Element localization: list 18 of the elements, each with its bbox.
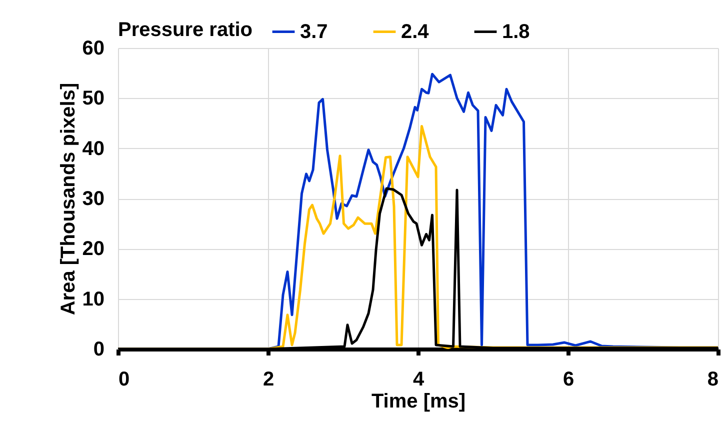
legend-title: Pressure ratio (118, 19, 253, 41)
y-tick-label: 40 (82, 138, 104, 160)
y-tick-label: 60 (82, 38, 104, 60)
x-axis-title: Time [ms] (371, 390, 466, 412)
x-tick-label: 4 (412, 368, 425, 390)
y-tick-label: 10 (82, 288, 104, 310)
x-tick-label: 8 (707, 368, 718, 390)
legend-label: 2.4 (401, 20, 430, 43)
y-tick-label: 0 (93, 338, 104, 360)
y-axis-title: Area [Thousands pixels] (57, 82, 80, 316)
legend-label: 1.8 (502, 20, 530, 43)
y-tick-label: 30 (82, 188, 104, 210)
x-tick-label: 0 (118, 368, 130, 390)
y-tick-label: 20 (82, 238, 104, 260)
x-tick-label: 2 (262, 368, 274, 390)
y-tick-label: 50 (82, 88, 104, 110)
legend-label: 3.7 (300, 20, 328, 43)
x-tick-label: 6 (562, 368, 574, 390)
